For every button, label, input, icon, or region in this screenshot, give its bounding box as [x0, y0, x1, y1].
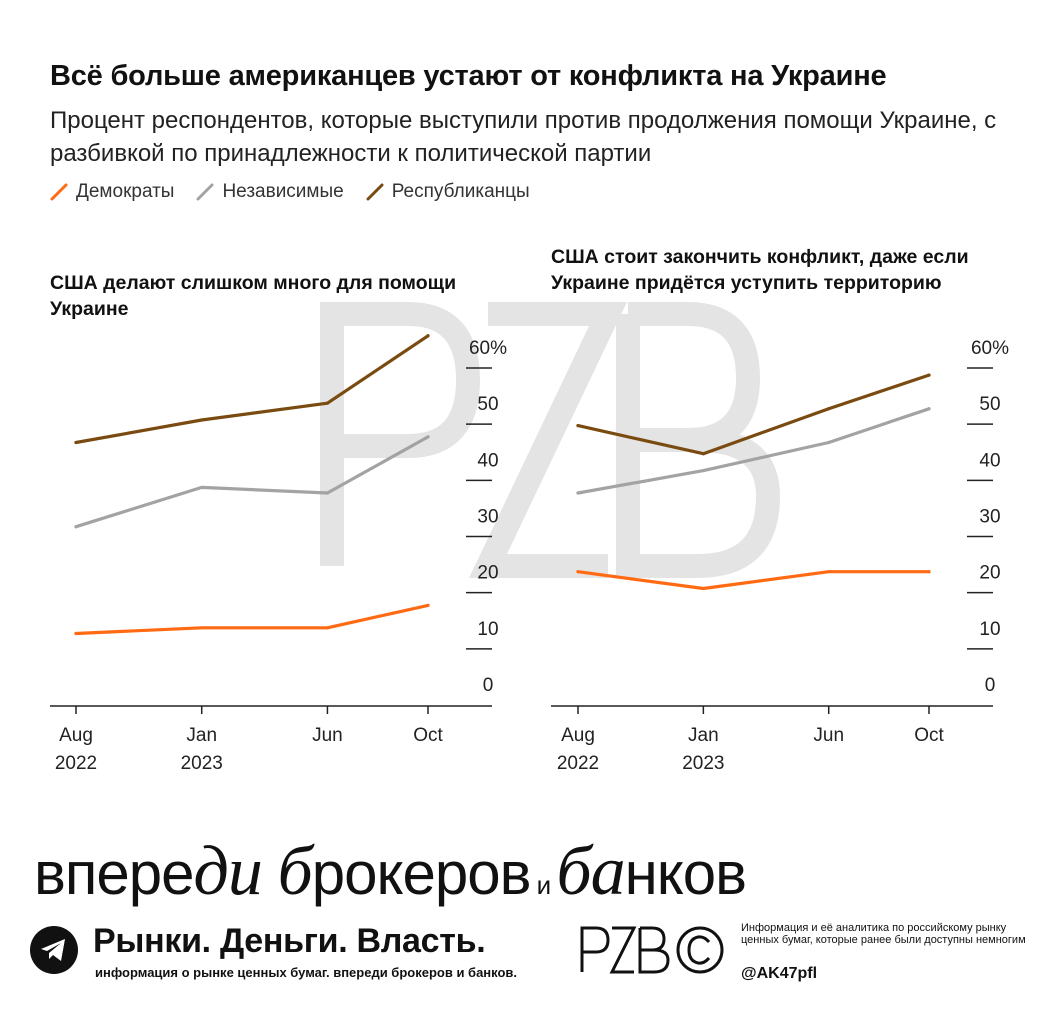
- data-point: [426, 603, 430, 607]
- x-tick-label: Jun: [813, 725, 844, 746]
- slogan-part: нков: [624, 840, 747, 907]
- x-tick-label: Aug: [59, 725, 93, 746]
- x-tick-label: Jan: [688, 725, 719, 746]
- data-point: [701, 468, 705, 473]
- data-point: [927, 373, 931, 377]
- y-tick-label: 10: [477, 619, 498, 640]
- data-point: [927, 570, 931, 574]
- slogan-part: ди: [193, 833, 262, 910]
- y-tick-label: 40: [477, 450, 498, 471]
- footer-slogan: впереди брокеров и банков: [34, 832, 747, 912]
- legend-swatch-line: [196, 183, 214, 201]
- y-tick-label: 30: [477, 507, 498, 528]
- panel-title-left: США делают слишком много для помощи Укра…: [50, 272, 457, 320]
- legend-swatch-independents: [196, 183, 214, 201]
- x-tick-label: Aug: [561, 725, 595, 746]
- y-tick-label: 0: [483, 675, 494, 696]
- slogan-part: б: [277, 833, 313, 910]
- legend-swatch-line: [50, 183, 68, 201]
- y-tick-label: 40: [979, 450, 1000, 471]
- logo-letter-b: [638, 926, 670, 974]
- legend-label-democrats: Демократы: [76, 181, 175, 202]
- y-tick-label: 20: [979, 563, 1000, 584]
- data-point: [200, 418, 204, 422]
- data-point: [426, 334, 430, 338]
- data-point: [827, 570, 831, 574]
- x-tick-label: 2023: [682, 753, 724, 774]
- telegram-plane-icon: [41, 939, 65, 961]
- legend: Демократы Независимые Республиканцы: [50, 181, 530, 203]
- slogan-part: и: [530, 870, 557, 900]
- x-tick-label: 2023: [181, 753, 223, 774]
- brand-tagline: информация о рынке ценных бумаг. впереди…: [95, 965, 518, 980]
- data-point: [576, 570, 580, 574]
- telegram-handle[interactable]: @AK47pfl: [741, 965, 818, 982]
- telegram-icon[interactable]: [30, 926, 78, 974]
- data-point: [325, 491, 330, 495]
- y-tick-label: 50: [979, 394, 1000, 415]
- series-line: [74, 334, 430, 445]
- data-point: [74, 440, 78, 445]
- data-point: [74, 631, 78, 636]
- x-tick-label: 2022: [55, 753, 97, 774]
- data-point: [200, 626, 204, 630]
- chart-title: Всё больше американцев устают от конфлик…: [50, 60, 887, 92]
- copyright-c: [687, 935, 711, 965]
- series-line: [576, 570, 931, 591]
- series-line: [74, 435, 430, 529]
- chart-subtitle: Процент респондентов, которые выступили …: [50, 107, 997, 167]
- y-tick-label: 20: [477, 563, 498, 584]
- y-tick-label: 60%: [469, 338, 507, 359]
- data-point: [200, 485, 204, 490]
- data-point: [576, 491, 580, 495]
- x-tick-label: Oct: [413, 725, 443, 746]
- data-point: [827, 407, 831, 411]
- slogan-part: ба: [556, 833, 625, 910]
- slogan-part: [262, 840, 278, 907]
- y-tick-label: 10: [979, 619, 1000, 640]
- data-point: [426, 435, 430, 439]
- copyright-icon: [676, 926, 724, 974]
- brand-name: Рынки. Деньги. Власть.: [93, 922, 486, 960]
- legend-item-independents: Независимые: [196, 181, 344, 203]
- series-line: [74, 603, 430, 636]
- data-point: [701, 452, 705, 456]
- y-tick-label: 30: [979, 507, 1000, 528]
- x-tick-label: Jan: [186, 725, 217, 746]
- data-point: [74, 525, 78, 529]
- logo-letter-z: [609, 926, 637, 974]
- legend-item-democrats: Демократы: [50, 181, 174, 203]
- legend-item-republicans: Республиканцы: [366, 181, 530, 203]
- slogan-part: рокеров: [311, 840, 532, 907]
- watermark-letter-z: [468, 302, 628, 578]
- legend-label-republicans: Республиканцы: [391, 181, 530, 202]
- y-tick-label: 60%: [971, 338, 1009, 359]
- info-text: Информация и её аналитика по российскому…: [741, 922, 1026, 946]
- data-point: [927, 407, 931, 411]
- legend-label-independents: Независимые: [222, 181, 344, 202]
- y-tick-label: 50: [477, 394, 498, 415]
- legend-swatch-line: [366, 183, 384, 201]
- series-line: [576, 373, 931, 456]
- panel-title-right: США стоит закончить конфликт, даже если …: [551, 246, 969, 294]
- data-point: [325, 626, 330, 630]
- x-tick-label: 2022: [557, 753, 599, 774]
- y-tick-label: 0: [985, 675, 996, 696]
- legend-swatch-democrats: [50, 183, 68, 201]
- data-point: [701, 586, 705, 591]
- watermark-letter-p: [320, 302, 481, 566]
- data-point: [576, 424, 580, 428]
- x-tick-label: Jun: [312, 725, 343, 746]
- charts-canvas: 60% 50 40 30 20 10 0 Aug 2022 Jan 2023 Jun Oct 60% 50 4…: [50, 334, 1009, 774]
- data-point: [325, 401, 330, 405]
- footer-logo: [580, 926, 724, 974]
- watermark-logo: [320, 302, 781, 578]
- data-point: [827, 440, 831, 445]
- logo-letter-p: [580, 926, 610, 972]
- x-tick-label: Oct: [914, 725, 944, 746]
- series-line: [576, 407, 931, 495]
- legend-swatch-republicans: [366, 183, 384, 201]
- slogan-part: впере: [34, 840, 194, 907]
